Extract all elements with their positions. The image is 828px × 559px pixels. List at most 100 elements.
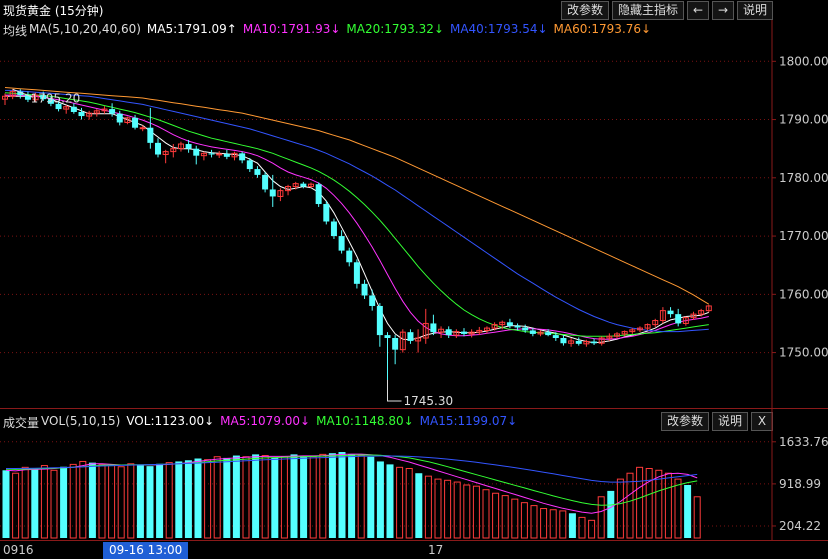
candle-body xyxy=(652,320,659,326)
hide-main-indicator-button[interactable]: 隐藏主指标 xyxy=(612,1,685,20)
candle-body xyxy=(468,331,475,335)
candle-body xyxy=(675,314,682,324)
candle-body xyxy=(392,338,399,350)
close-icon[interactable]: X xyxy=(751,412,774,431)
volume-bar xyxy=(300,455,308,538)
arrow-right-icon[interactable]: → xyxy=(712,1,735,20)
volume-bar xyxy=(69,463,77,539)
price-tick-label: 1790.00 xyxy=(779,113,828,127)
candle-body xyxy=(2,95,8,100)
volume-bar xyxy=(50,469,58,539)
vol-value: VOL:1123.00↓ xyxy=(126,414,215,428)
arrow-left-icon[interactable]: ← xyxy=(687,1,710,20)
candle-body xyxy=(659,310,666,322)
candle-body xyxy=(667,310,674,315)
candle-body xyxy=(621,331,628,335)
volume-bar xyxy=(559,510,567,539)
candle-body xyxy=(537,331,544,335)
candle-body xyxy=(636,327,643,331)
volume-bar xyxy=(501,495,509,539)
volume-bar xyxy=(693,496,701,539)
candle-body xyxy=(575,340,582,344)
volume-help-button[interactable]: 说明 xyxy=(712,412,749,431)
volume-legend-label: 成交量 xyxy=(3,416,40,430)
volume-bar xyxy=(511,498,519,539)
candle-body xyxy=(32,94,39,101)
candle-body xyxy=(598,337,605,344)
candle-body xyxy=(162,151,169,156)
volume-bar xyxy=(607,490,615,538)
vol-ma15-value: MA15:1199.07↓ xyxy=(419,414,518,428)
candle-body xyxy=(644,324,651,329)
volume-bar xyxy=(261,455,269,539)
candle-body xyxy=(170,148,177,153)
candle-body xyxy=(552,335,559,339)
price-tick-label: 1760.00 xyxy=(779,287,828,301)
volume-bar xyxy=(156,463,164,538)
volume-bar xyxy=(549,509,557,539)
ma40-value: MA40:1793.54↓ xyxy=(449,22,548,36)
candle-body xyxy=(277,190,284,197)
volume-bar xyxy=(396,466,404,539)
candle-body xyxy=(545,332,552,336)
candle-body xyxy=(78,111,85,117)
ma60-value: MA60:1793.76↓ xyxy=(553,22,652,36)
volume-bar xyxy=(271,457,279,538)
candle-body xyxy=(338,236,345,251)
candle-body xyxy=(40,95,47,100)
volume-bar xyxy=(204,459,212,539)
candle-body xyxy=(93,110,100,114)
ma10-value: MA10:1791.93↓ xyxy=(242,22,341,36)
candle-body xyxy=(139,127,146,130)
candle-body xyxy=(17,91,24,96)
high-annotation-leader xyxy=(12,88,33,98)
candle-body xyxy=(606,335,613,339)
price-tick-label: 1780.00 xyxy=(779,171,828,185)
price-tick-label: 1800.00 xyxy=(779,54,828,68)
vol-ma5-value: MA5:1079.00↓ xyxy=(220,414,311,428)
candle-body xyxy=(24,95,31,100)
axis-divider xyxy=(0,540,828,541)
volume-legend-params: VOL(5,10,15) xyxy=(41,414,121,428)
volume-bar xyxy=(338,452,346,538)
candle-body xyxy=(568,340,575,344)
volume-bar xyxy=(213,456,221,539)
volume-bar xyxy=(616,478,624,539)
high-annotation-label: 1795.20 xyxy=(31,91,81,105)
candle-body xyxy=(376,305,383,336)
candle-body xyxy=(483,327,490,331)
candle-body xyxy=(614,333,620,337)
candle-body xyxy=(223,153,230,157)
candle-body xyxy=(346,250,353,263)
price-tick-label: 1770.00 xyxy=(779,229,828,243)
help-button[interactable]: 说明 xyxy=(737,1,774,20)
edit-params-button[interactable]: 改参数 xyxy=(561,1,610,20)
volume-bar xyxy=(136,464,144,538)
candle-body xyxy=(514,325,521,328)
candle-body xyxy=(63,106,70,110)
ma-line-ma20 xyxy=(4,92,709,337)
volume-legend: 成交量 VOL(5,10,15) VOL:1123.00↓ MA5:1079.0… xyxy=(3,414,517,431)
candle-body xyxy=(491,324,498,329)
volume-bar xyxy=(472,485,480,539)
candle-body xyxy=(461,331,467,334)
volume-bar xyxy=(242,456,250,539)
candle-body xyxy=(116,113,123,123)
ma-legend: 均线 MA(5,10,20,40,60) MA5:1791.09↑ MA10:1… xyxy=(3,22,651,39)
candle-body xyxy=(262,174,269,190)
candle-body xyxy=(9,91,16,97)
volume-bar xyxy=(463,484,471,539)
volume-bar xyxy=(540,508,548,539)
ma-line-ma10 xyxy=(5,94,709,340)
candle-body xyxy=(438,328,445,333)
candle-body xyxy=(629,329,636,333)
volume-bar xyxy=(194,458,202,538)
candle-body xyxy=(254,169,261,175)
volume-bar xyxy=(98,463,106,539)
panel-divider xyxy=(0,408,828,409)
volume-bar xyxy=(117,466,125,539)
volume-edit-params-button[interactable]: 改参数 xyxy=(661,412,710,431)
candle-body xyxy=(453,331,460,336)
volume-bar xyxy=(588,519,596,539)
